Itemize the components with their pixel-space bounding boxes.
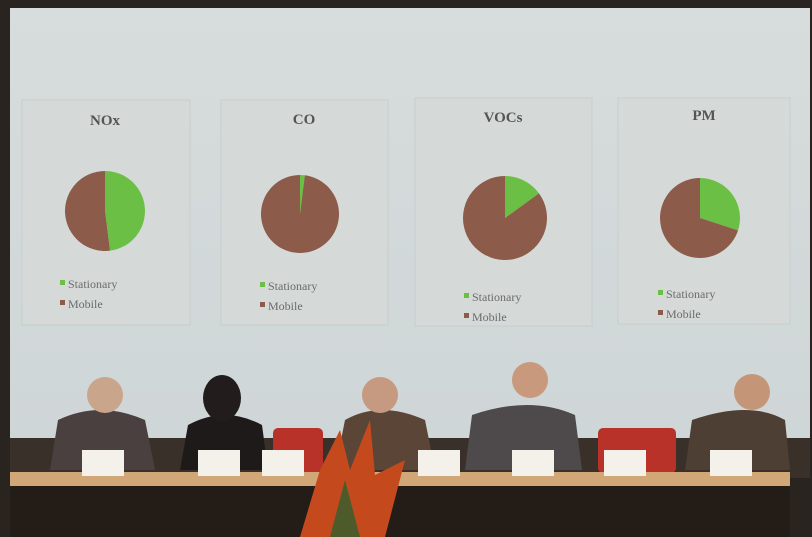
chart-title: PM [692,108,715,124]
legend-label: Stationary [472,290,521,304]
legend-swatch [260,282,265,287]
table-front [10,486,790,537]
nameplate [604,450,646,476]
legend-label: Mobile [68,297,103,311]
nameplate [198,450,240,476]
nameplate [418,450,460,476]
legend-swatch [260,302,265,307]
person-head [362,377,398,413]
legend-swatch [60,300,65,305]
legend-label: Mobile [666,307,701,321]
scene: NOx Stationary Mobile CO Stationary Mobile VOC… [0,0,812,537]
legend-label: Stationary [268,279,317,293]
legend-swatch [658,310,663,315]
chart-title: VOCs [484,110,523,126]
legend-swatch [60,280,65,285]
chart-title: CO [293,112,316,128]
nameplate [710,450,752,476]
person-head [203,375,241,421]
legend-label: Stationary [666,287,715,301]
legend-label: Mobile [472,310,507,324]
nameplate [82,450,124,476]
legend-swatch [464,293,469,298]
nameplate [262,450,304,476]
nameplate [512,450,554,476]
legend-swatch [464,313,469,318]
legend-label: Mobile [268,299,303,313]
legend-label: Stationary [68,277,117,291]
chart-title: NOx [90,113,121,129]
person-head [734,374,770,410]
person-head [512,362,548,398]
person-head [87,377,123,413]
legend-swatch [658,290,663,295]
page: NOx Stationary Mobile CO Stationary Mobile VOC… [0,0,812,537]
